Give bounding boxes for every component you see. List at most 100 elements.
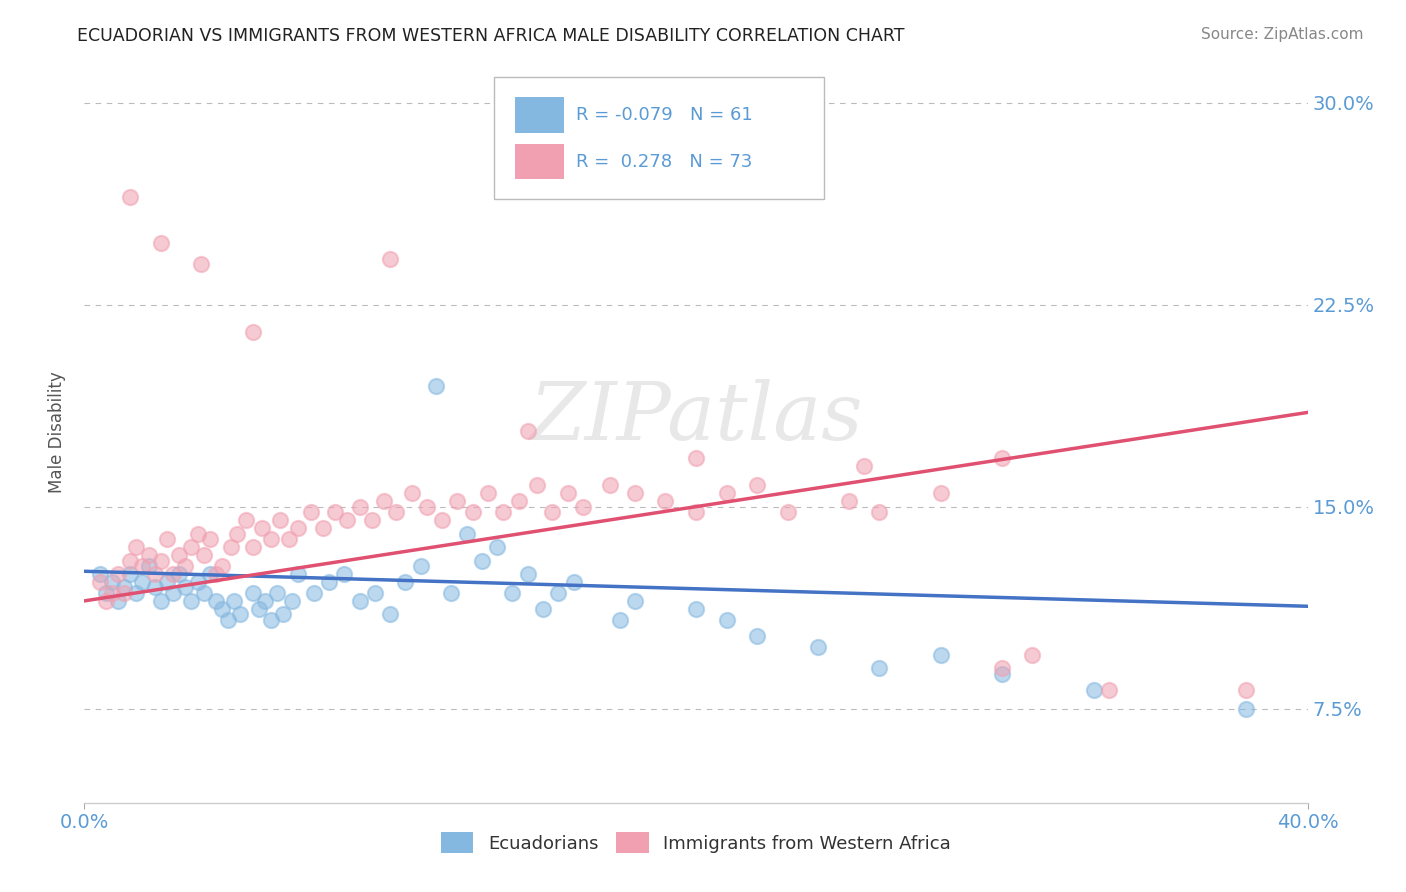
Point <box>180 594 202 608</box>
Point <box>323 505 346 519</box>
Point <box>336 513 359 527</box>
Point <box>360 513 382 527</box>
Point <box>112 581 135 595</box>
Point <box>380 252 402 266</box>
Point <box>242 586 264 600</box>
Text: R = -0.079   N = 61: R = -0.079 N = 61 <box>576 106 752 124</box>
Point <box>624 486 647 500</box>
Point <box>260 532 283 546</box>
Point <box>333 566 356 581</box>
Point <box>624 594 647 608</box>
Point <box>1021 648 1043 662</box>
Point <box>94 594 117 608</box>
Point <box>440 586 463 600</box>
Point <box>271 607 294 622</box>
Legend: Ecuadorians, Immigrants from Western Africa: Ecuadorians, Immigrants from Western Afr… <box>433 825 959 861</box>
Point <box>477 486 499 500</box>
Point <box>125 540 148 554</box>
Point <box>131 558 153 573</box>
Point <box>149 594 172 608</box>
Point <box>394 575 416 590</box>
Point <box>318 575 340 590</box>
Point <box>217 613 239 627</box>
Point <box>516 566 538 581</box>
Point <box>167 548 190 562</box>
Point <box>193 586 215 600</box>
Point <box>446 494 468 508</box>
Point <box>991 666 1014 681</box>
Point <box>224 594 246 608</box>
Point <box>471 553 494 567</box>
Point <box>242 325 264 339</box>
Point <box>486 540 509 554</box>
Point <box>156 575 179 590</box>
Point <box>526 478 548 492</box>
Text: Source: ZipAtlas.com: Source: ZipAtlas.com <box>1201 27 1364 42</box>
Y-axis label: Male Disability: Male Disability <box>48 372 66 493</box>
Point <box>190 257 212 271</box>
Point <box>250 521 273 535</box>
Point <box>572 500 595 514</box>
Point <box>198 566 221 581</box>
FancyBboxPatch shape <box>494 78 824 200</box>
Point <box>253 594 276 608</box>
Point <box>287 566 309 581</box>
Point <box>149 235 172 250</box>
Point <box>89 566 111 581</box>
Point <box>242 540 264 554</box>
Point <box>125 586 148 600</box>
Point <box>747 629 769 643</box>
Point <box>869 661 891 675</box>
Point <box>1083 682 1105 697</box>
Point <box>211 558 233 573</box>
Point <box>94 586 117 600</box>
Point <box>101 586 124 600</box>
Point <box>716 486 738 500</box>
Point <box>716 613 738 627</box>
Point <box>278 532 301 546</box>
Point <box>654 494 676 508</box>
Point <box>205 594 228 608</box>
Point <box>299 505 322 519</box>
Point <box>186 526 208 541</box>
Point <box>193 548 215 562</box>
Point <box>685 451 707 466</box>
Point <box>269 513 291 527</box>
Point <box>364 586 387 600</box>
Point <box>492 505 515 519</box>
Point <box>430 513 453 527</box>
Point <box>776 505 799 519</box>
Point <box>198 532 221 546</box>
Point <box>747 478 769 492</box>
Text: R =  0.278   N = 73: R = 0.278 N = 73 <box>576 153 752 170</box>
Point <box>349 594 371 608</box>
Point <box>1098 682 1121 697</box>
Point <box>312 521 335 535</box>
Point <box>162 586 184 600</box>
Point <box>373 494 395 508</box>
Text: ECUADORIAN VS IMMIGRANTS FROM WESTERN AFRICA MALE DISABILITY CORRELATION CHART: ECUADORIAN VS IMMIGRANTS FROM WESTERN AF… <box>77 27 905 45</box>
Point <box>219 540 242 554</box>
Point <box>120 553 142 567</box>
Text: ZIPatlas: ZIPatlas <box>529 379 863 457</box>
Point <box>180 540 202 554</box>
Point <box>186 575 208 590</box>
Point <box>409 558 432 573</box>
Point <box>247 602 270 616</box>
Point <box>502 586 524 600</box>
Point <box>838 494 860 508</box>
Point <box>599 478 621 492</box>
Point <box>89 575 111 590</box>
Point <box>807 640 830 654</box>
Point <box>547 586 569 600</box>
Point <box>138 548 160 562</box>
Point <box>226 526 249 541</box>
Point <box>287 521 309 535</box>
Point <box>302 586 325 600</box>
Point <box>205 566 228 581</box>
Point <box>385 505 408 519</box>
Point <box>401 486 423 500</box>
Point <box>853 459 876 474</box>
Point <box>112 586 135 600</box>
Point <box>101 575 124 590</box>
